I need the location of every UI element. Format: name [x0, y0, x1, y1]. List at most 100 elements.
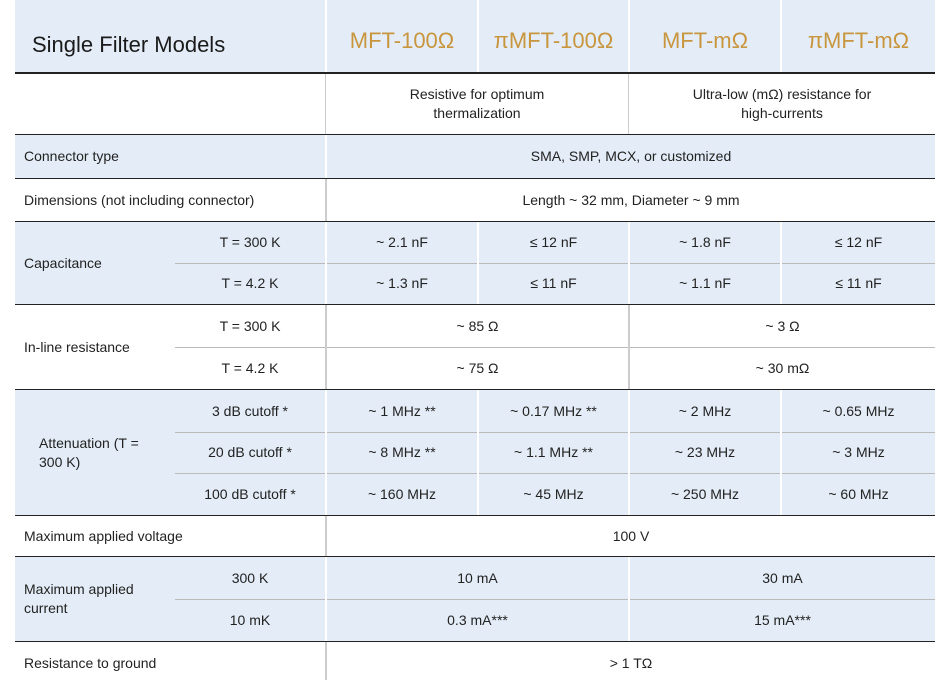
- description: Ultra-low (mΩ) resistance for high-curre…: [628, 74, 935, 134]
- cell-value-text: 30 mA: [762, 569, 803, 586]
- row-label-text: In-line resistance: [24, 338, 130, 355]
- cell-value-text: ~ 23 MHz: [674, 444, 736, 460]
- condition-text: T = 4.2 K: [221, 359, 279, 376]
- row-value: SMA, SMP, MCX, or customized: [325, 135, 935, 178]
- cell-value-text: ~ 2 MHz: [678, 402, 732, 419]
- cell-value-text: ~ 0.17 MHz **: [510, 402, 597, 419]
- model-name-text: πMFT-100Ω: [493, 27, 614, 53]
- cell-value: ~ 2 MHz: [628, 390, 780, 432]
- cell-value: ~ 1.1 nF: [628, 263, 780, 304]
- cell-value-text: ≤ 12 nF: [834, 234, 883, 250]
- cell-value: ~ 1.1 MHz **: [477, 432, 628, 473]
- cell-value-text: 10 mA: [457, 569, 498, 586]
- condition-text: 20 dB cutoff *: [208, 444, 292, 460]
- cell-value-text: ~ 3 MHz: [832, 444, 885, 460]
- condition: T = 300 K: [175, 305, 325, 347]
- row-label-text: Maximum applied voltage: [24, 527, 183, 544]
- row-label-text: Dimensions (not including connector): [24, 191, 255, 208]
- model-name-text: MFT-100Ω: [349, 27, 455, 53]
- cell-value-text: ~ 3 Ω: [765, 317, 800, 334]
- condition-text: T = 300 K: [219, 317, 281, 334]
- condition-text: T = 4.2 K: [221, 275, 279, 291]
- cell-value-text: ~ 85 Ω: [456, 317, 499, 334]
- condition-text: 100 dB cutoff *: [204, 485, 296, 502]
- condition-text: T = 300 K: [219, 234, 281, 250]
- cell-value-text: ~ 2.1 nF: [376, 234, 428, 250]
- rule: [15, 178, 935, 179]
- cell-value-text: ~ 75 Ω: [456, 359, 499, 376]
- rule: [175, 599, 935, 600]
- cell-value: 30 mA: [628, 557, 935, 599]
- condition: T = 4.2 K: [175, 347, 325, 389]
- cell-value: ~ 23 MHz: [628, 432, 780, 473]
- header-title: Single Filter Models: [32, 22, 225, 66]
- row-value: Length ~ 32 mm, Diameter ~ 9 mm: [325, 179, 935, 221]
- model-name: MFT-100Ω: [325, 0, 477, 80]
- cell-value-text: ~ 1.8 nF: [679, 234, 731, 250]
- cell-value-text: ≤ 11 nF: [530, 275, 577, 291]
- rule: [175, 473, 935, 474]
- row-value: 100 V: [325, 516, 935, 556]
- row-bg: [15, 135, 935, 178]
- row-value-text: > 1 TΩ: [609, 655, 653, 671]
- row-value-text: SMA, SMP, MCX, or customized: [530, 148, 732, 164]
- cell-value-text: ~ 45 MHz: [523, 485, 584, 502]
- cell-value-text: ≤ 12 nF: [529, 234, 578, 250]
- cell-value: ~ 2.1 nF: [325, 222, 477, 263]
- row-label: Maximum applied voltage: [24, 516, 314, 556]
- cell-value-text: ~ 160 MHz: [367, 485, 437, 502]
- description-text: Resistive for optimum thermalization: [409, 86, 545, 121]
- row-value: > 1 TΩ: [325, 642, 935, 680]
- model-name-text: MFT-mΩ: [661, 27, 749, 53]
- row-label: Maximum applied current: [24, 557, 174, 641]
- cell-value: ~ 45 MHz: [477, 473, 628, 515]
- cell-value: 0.3 mA***: [325, 599, 628, 641]
- cell-value-text: ~ 0.65 MHz: [822, 402, 895, 419]
- cell-value: ~ 1 MHz **: [325, 390, 477, 432]
- row-label-text: Maximum applied current: [24, 581, 134, 616]
- cell-value: 15 mA***: [628, 599, 935, 641]
- description-text: Ultra-low (mΩ) resistance for high-curre…: [692, 86, 872, 121]
- cell-value: ~ 1.3 nF: [325, 263, 477, 304]
- model-name: MFT-mΩ: [628, 0, 780, 80]
- row-bg: [15, 516, 935, 556]
- row-label: Dimensions (not including connector): [24, 179, 314, 221]
- cell-value: ~ 3 Ω: [628, 305, 935, 347]
- cell-value: ~ 250 MHz: [628, 473, 780, 515]
- cell-value-text: ~ 8 MHz **: [368, 444, 436, 460]
- row-value-text: 100 V: [612, 527, 650, 544]
- rule: [15, 72, 935, 74]
- cell-value: ~ 60 MHz: [780, 473, 935, 515]
- condition: 10 mK: [175, 599, 325, 641]
- cell-value-text: 15 mA***: [754, 611, 811, 628]
- cell-value: ~ 0.17 MHz **: [477, 390, 628, 432]
- row-value-text: Length ~ 32 mm, Diameter ~ 9 mm: [522, 191, 740, 208]
- cell-value-text: ~ 60 MHz: [828, 485, 889, 502]
- condition: T = 300 K: [175, 222, 325, 263]
- condition-text: 3 dB cutoff *: [211, 402, 288, 419]
- cell-value: ~ 75 Ω: [325, 347, 628, 389]
- rule: [15, 641, 935, 642]
- cell-value: ≤ 12 nF: [477, 222, 628, 263]
- rule: [175, 347, 935, 348]
- row-label-text: Resistance to ground: [24, 655, 157, 671]
- row-bg: [15, 642, 935, 680]
- row-bg: [15, 179, 935, 221]
- cell-value-text: 0.3 mA***: [447, 611, 508, 628]
- condition: 3 dB cutoff *: [175, 390, 325, 432]
- row-label: In-line resistance: [24, 305, 174, 389]
- cell-value-text: ~ 1.1 nF: [679, 275, 731, 291]
- rule: [15, 304, 935, 305]
- condition: 300 K: [175, 557, 325, 599]
- cell-value: ~ 1.8 nF: [628, 222, 780, 263]
- model-name: πMFT-100Ω: [477, 0, 628, 80]
- description: Resistive for optimum thermalization: [325, 74, 628, 134]
- model-name: πMFT-mΩ: [780, 0, 935, 80]
- condition: 100 dB cutoff *: [175, 473, 325, 515]
- cell-value: ~ 0.65 MHz: [780, 390, 935, 432]
- condition: 20 dB cutoff *: [175, 432, 325, 473]
- model-name-text: πMFT-mΩ: [807, 27, 910, 53]
- row-label-text: Attenuation (T = 300 K): [39, 434, 139, 470]
- cell-value: 10 mA: [325, 557, 628, 599]
